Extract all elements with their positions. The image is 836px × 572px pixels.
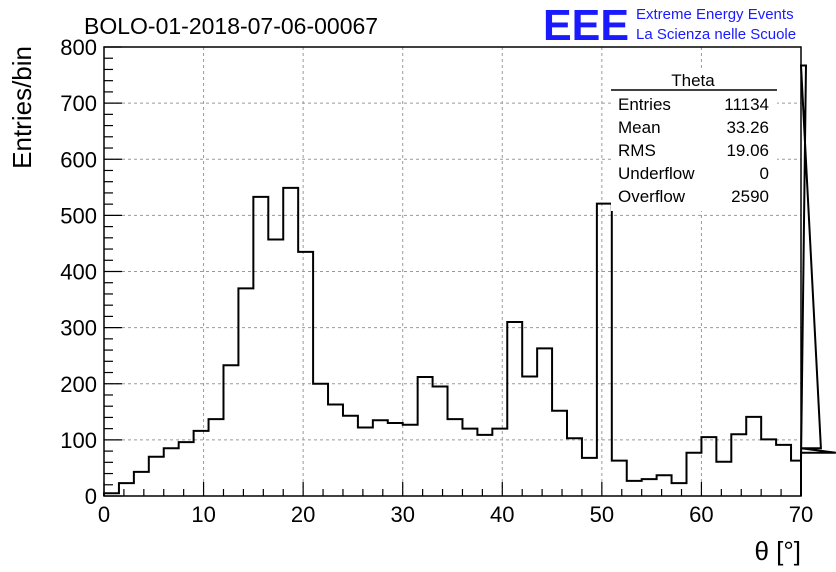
histogram-bin [179, 442, 194, 496]
histogram-bin [642, 479, 657, 496]
x-tick-label: 0 [98, 502, 110, 527]
x-axis-label: θ [°] [754, 536, 801, 566]
y-tick-label: 100 [60, 428, 97, 453]
histogram-bin [492, 429, 507, 496]
histogram-bin [686, 453, 701, 496]
histogram-bin [194, 431, 209, 496]
x-tick-labels: 0 10 20 30 40 50 60 70 [98, 502, 813, 527]
histogram-bin [448, 419, 463, 496]
histogram-bin [567, 438, 582, 496]
histogram-bin [268, 240, 283, 496]
histogram-bin [462, 429, 477, 496]
histogram-bin [119, 483, 134, 496]
histogram-bin [746, 417, 761, 496]
stats-label: Mean [618, 118, 661, 137]
histogram-bin [522, 376, 537, 496]
y-tick-label: 500 [60, 203, 97, 228]
histogram-bin [507, 322, 522, 496]
stats-title: Theta [671, 71, 715, 90]
y-tick-label: 800 [60, 35, 97, 60]
stats-label: Entries [618, 95, 671, 114]
stats-value: 19.06 [726, 141, 769, 160]
histogram-bin [761, 439, 776, 496]
y-tick-label: 0 [85, 484, 97, 509]
axis-ticks [103, 46, 802, 497]
histogram-bin [627, 481, 642, 496]
histogram-bin [612, 461, 627, 496]
stats-label: Underflow [618, 164, 695, 183]
x-tick-label: 60 [689, 502, 713, 527]
histogram-bin [537, 348, 552, 496]
histogram-bin [223, 365, 238, 496]
chart-title: BOLO-01-2018-07-06-00067 [84, 13, 378, 39]
x-tick-label: 30 [390, 502, 414, 527]
histogram-bin [298, 252, 313, 496]
stats-box: Theta Entries 11134 Mean 33.26 RMS 19.06 Under… [611, 68, 777, 211]
histogram-bin [238, 288, 253, 496]
histogram-bin [164, 448, 179, 496]
stats-value: 0 [760, 164, 769, 183]
stats-value: 2590 [731, 187, 769, 206]
x-tick-label: 50 [590, 502, 614, 527]
x-tick-label: 70 [789, 502, 813, 527]
histogram-bin [388, 423, 403, 496]
histogram-bin [657, 475, 672, 496]
y-tick-label: 300 [60, 316, 97, 341]
y-tick-label: 400 [60, 260, 97, 285]
histogram-bin [134, 472, 149, 496]
histogram-bin [283, 188, 298, 496]
stats-box-bg [611, 68, 777, 211]
stats-rows: Entries 11134 Mean 33.26 RMS 19.06 Underflow 0 O… [618, 95, 769, 206]
x-tick-label: 20 [291, 502, 315, 527]
histogram-outline [103, 64, 836, 496]
eee-logo: EEE [543, 1, 629, 50]
histogram-bin [477, 435, 492, 496]
histogram-bin [597, 204, 612, 496]
histogram-bin [791, 461, 801, 496]
y-tick-label: 200 [60, 372, 97, 397]
histogram-bins [104, 188, 801, 496]
stats-value: 11134 [724, 95, 769, 114]
histogram-bin [716, 462, 731, 496]
histogram-bin [701, 437, 716, 496]
y-tick-labels: 0 100 200 300 400 500 600 700 800 [60, 35, 97, 509]
histogram-bin [343, 416, 358, 496]
histogram-bin [373, 420, 388, 496]
histogram-bin [672, 483, 687, 496]
x-tick-label: 40 [490, 502, 514, 527]
x-tick-label: 10 [191, 502, 215, 527]
y-tick-label: 600 [60, 147, 97, 172]
histogram-bin [403, 425, 418, 496]
histogram-bin [328, 405, 343, 496]
logo-caption-line2: La Scienza nelle Scuole [636, 26, 796, 43]
histogram-bin [433, 387, 448, 496]
histogram-bin [358, 428, 373, 496]
stats-label: RMS [618, 141, 656, 160]
histogram-bin [582, 458, 597, 496]
y-tick-label: 700 [60, 91, 97, 116]
y-axis-label: Entries/bin [7, 46, 37, 169]
stats-label: Overflow [618, 187, 686, 206]
logo-caption-line1: Extreme Energy Events [636, 6, 794, 23]
histogram-bin [418, 377, 433, 496]
histogram-bin [209, 419, 224, 496]
histogram-bin [731, 434, 746, 496]
histogram-bin [149, 457, 164, 496]
histogram-bin [253, 197, 268, 496]
histogram-bin [552, 411, 567, 496]
stats-value: 33.26 [726, 118, 769, 137]
histogram-bin [776, 445, 791, 496]
